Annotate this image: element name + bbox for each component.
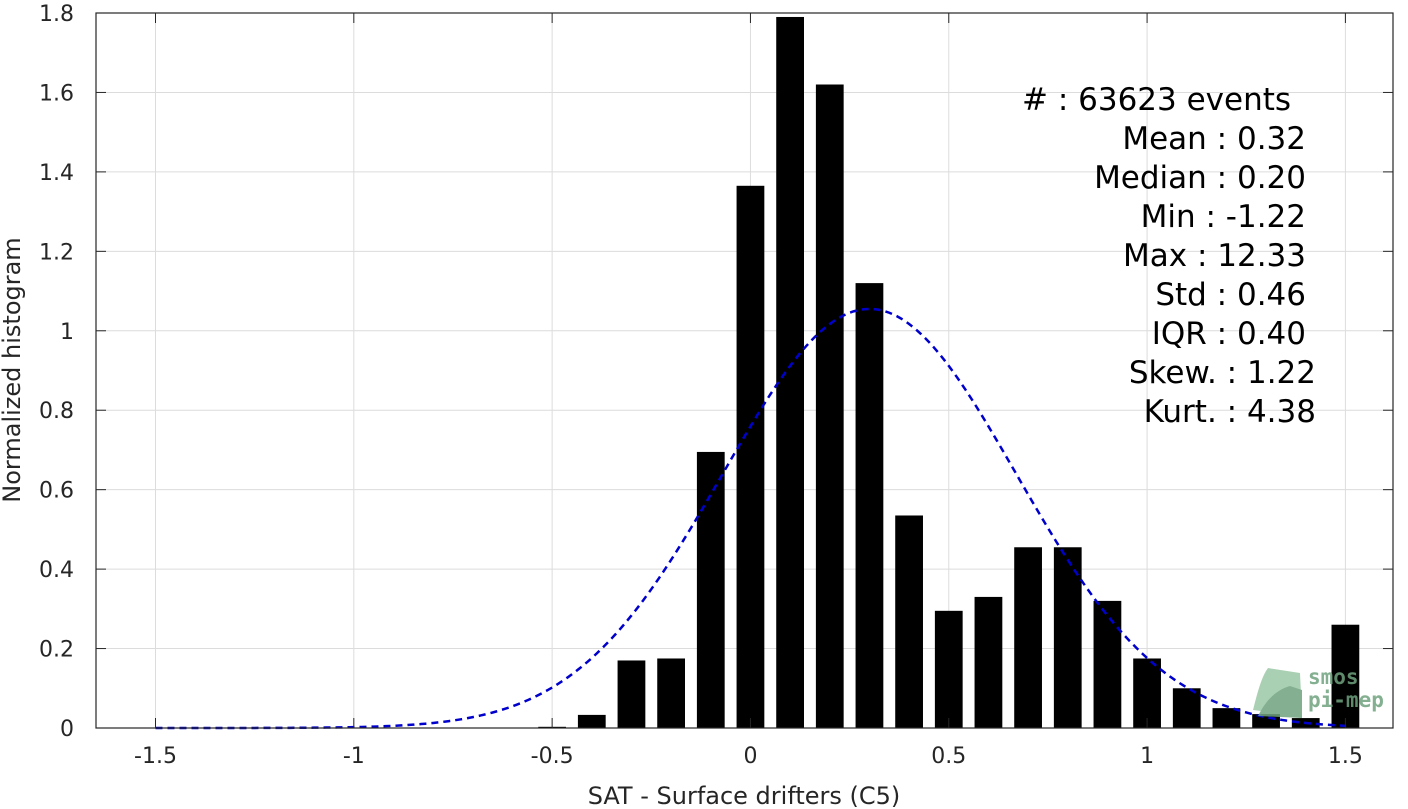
stat-mean: Mean : 0.32 xyxy=(1122,121,1306,157)
histogram-bar xyxy=(1053,547,1082,728)
stat-std: Std : 0.46 xyxy=(1155,277,1306,313)
y-tick-label: 1 xyxy=(60,320,74,345)
histogram-bar xyxy=(815,84,844,728)
x-tick-label: 1 xyxy=(1140,744,1154,769)
histogram-bar xyxy=(696,451,725,728)
stat-skew: Skew. : 1.22 xyxy=(1129,355,1316,391)
x-tick-label: 0 xyxy=(743,744,757,769)
histogram-bar xyxy=(1331,624,1360,728)
y-tick-label: 1.8 xyxy=(39,2,74,27)
histogram-bars xyxy=(538,16,1360,728)
stat-kurt: Kurt. : 4.38 xyxy=(1144,394,1316,430)
y-tick-label: 1.4 xyxy=(39,161,74,186)
histogram-bar xyxy=(934,610,963,728)
y-tick-label: 0.2 xyxy=(39,638,74,663)
histogram-bar xyxy=(974,596,1003,728)
stats-annotation: # : 63623 events Mean : 0.32 Median : 0.… xyxy=(1022,82,1316,430)
y-tick-label: 0.4 xyxy=(39,558,74,583)
x-tick-label: -0.5 xyxy=(531,744,574,769)
x-tick-label: 1.5 xyxy=(1328,744,1363,769)
axis-ticks: -1.5 -1 -0.5 0 0.5 1 1.5 0 0.2 0.4 0.6 0.8 1 1.2 1.4 1.… xyxy=(39,2,1393,769)
histogram-bar xyxy=(617,660,646,728)
plot-frame xyxy=(95,12,1394,729)
y-tick-label: 1.6 xyxy=(39,81,74,106)
histogram-bar xyxy=(895,515,923,728)
histogram-bar xyxy=(736,185,765,728)
logo-text-pimep: pi-mep xyxy=(1308,688,1384,712)
logo-text-smos: smos xyxy=(1308,665,1359,689)
y-tick-label: 1.2 xyxy=(39,240,74,265)
stat-median: Median : 0.20 xyxy=(1094,160,1306,196)
histogram-bar xyxy=(1093,600,1122,728)
y-tick-label: 0.6 xyxy=(39,479,74,504)
y-axis-label: Normalized histogram xyxy=(0,237,26,502)
smos-pimep-logo: smos pi-mep xyxy=(1253,665,1384,718)
y-tick-label: 0 xyxy=(60,717,74,742)
x-tick-label: -1 xyxy=(343,744,365,769)
stat-max: Max : 12.33 xyxy=(1123,238,1306,274)
histogram-bar xyxy=(1014,547,1042,728)
histogram-bar xyxy=(855,283,884,728)
x-tick-label: 0.5 xyxy=(931,744,966,769)
stat-min: Min : -1.22 xyxy=(1141,199,1306,235)
histogram-bar xyxy=(1172,688,1201,728)
histogram-bar xyxy=(657,658,686,728)
x-axis-label: SAT - Surface drifters (C5) xyxy=(588,782,901,809)
histogram-bar xyxy=(776,16,804,728)
histogram-bar xyxy=(1212,708,1241,728)
stat-events: # : 63623 events xyxy=(1022,82,1291,118)
histogram-bar xyxy=(577,714,606,728)
x-tick-label: -1.5 xyxy=(134,744,177,769)
stat-iqr: IQR : 0.40 xyxy=(1152,316,1306,352)
histogram-bar xyxy=(1133,658,1161,728)
logo-wave-icon-dark xyxy=(1258,686,1302,718)
y-tick-label: 0.8 xyxy=(39,399,74,424)
